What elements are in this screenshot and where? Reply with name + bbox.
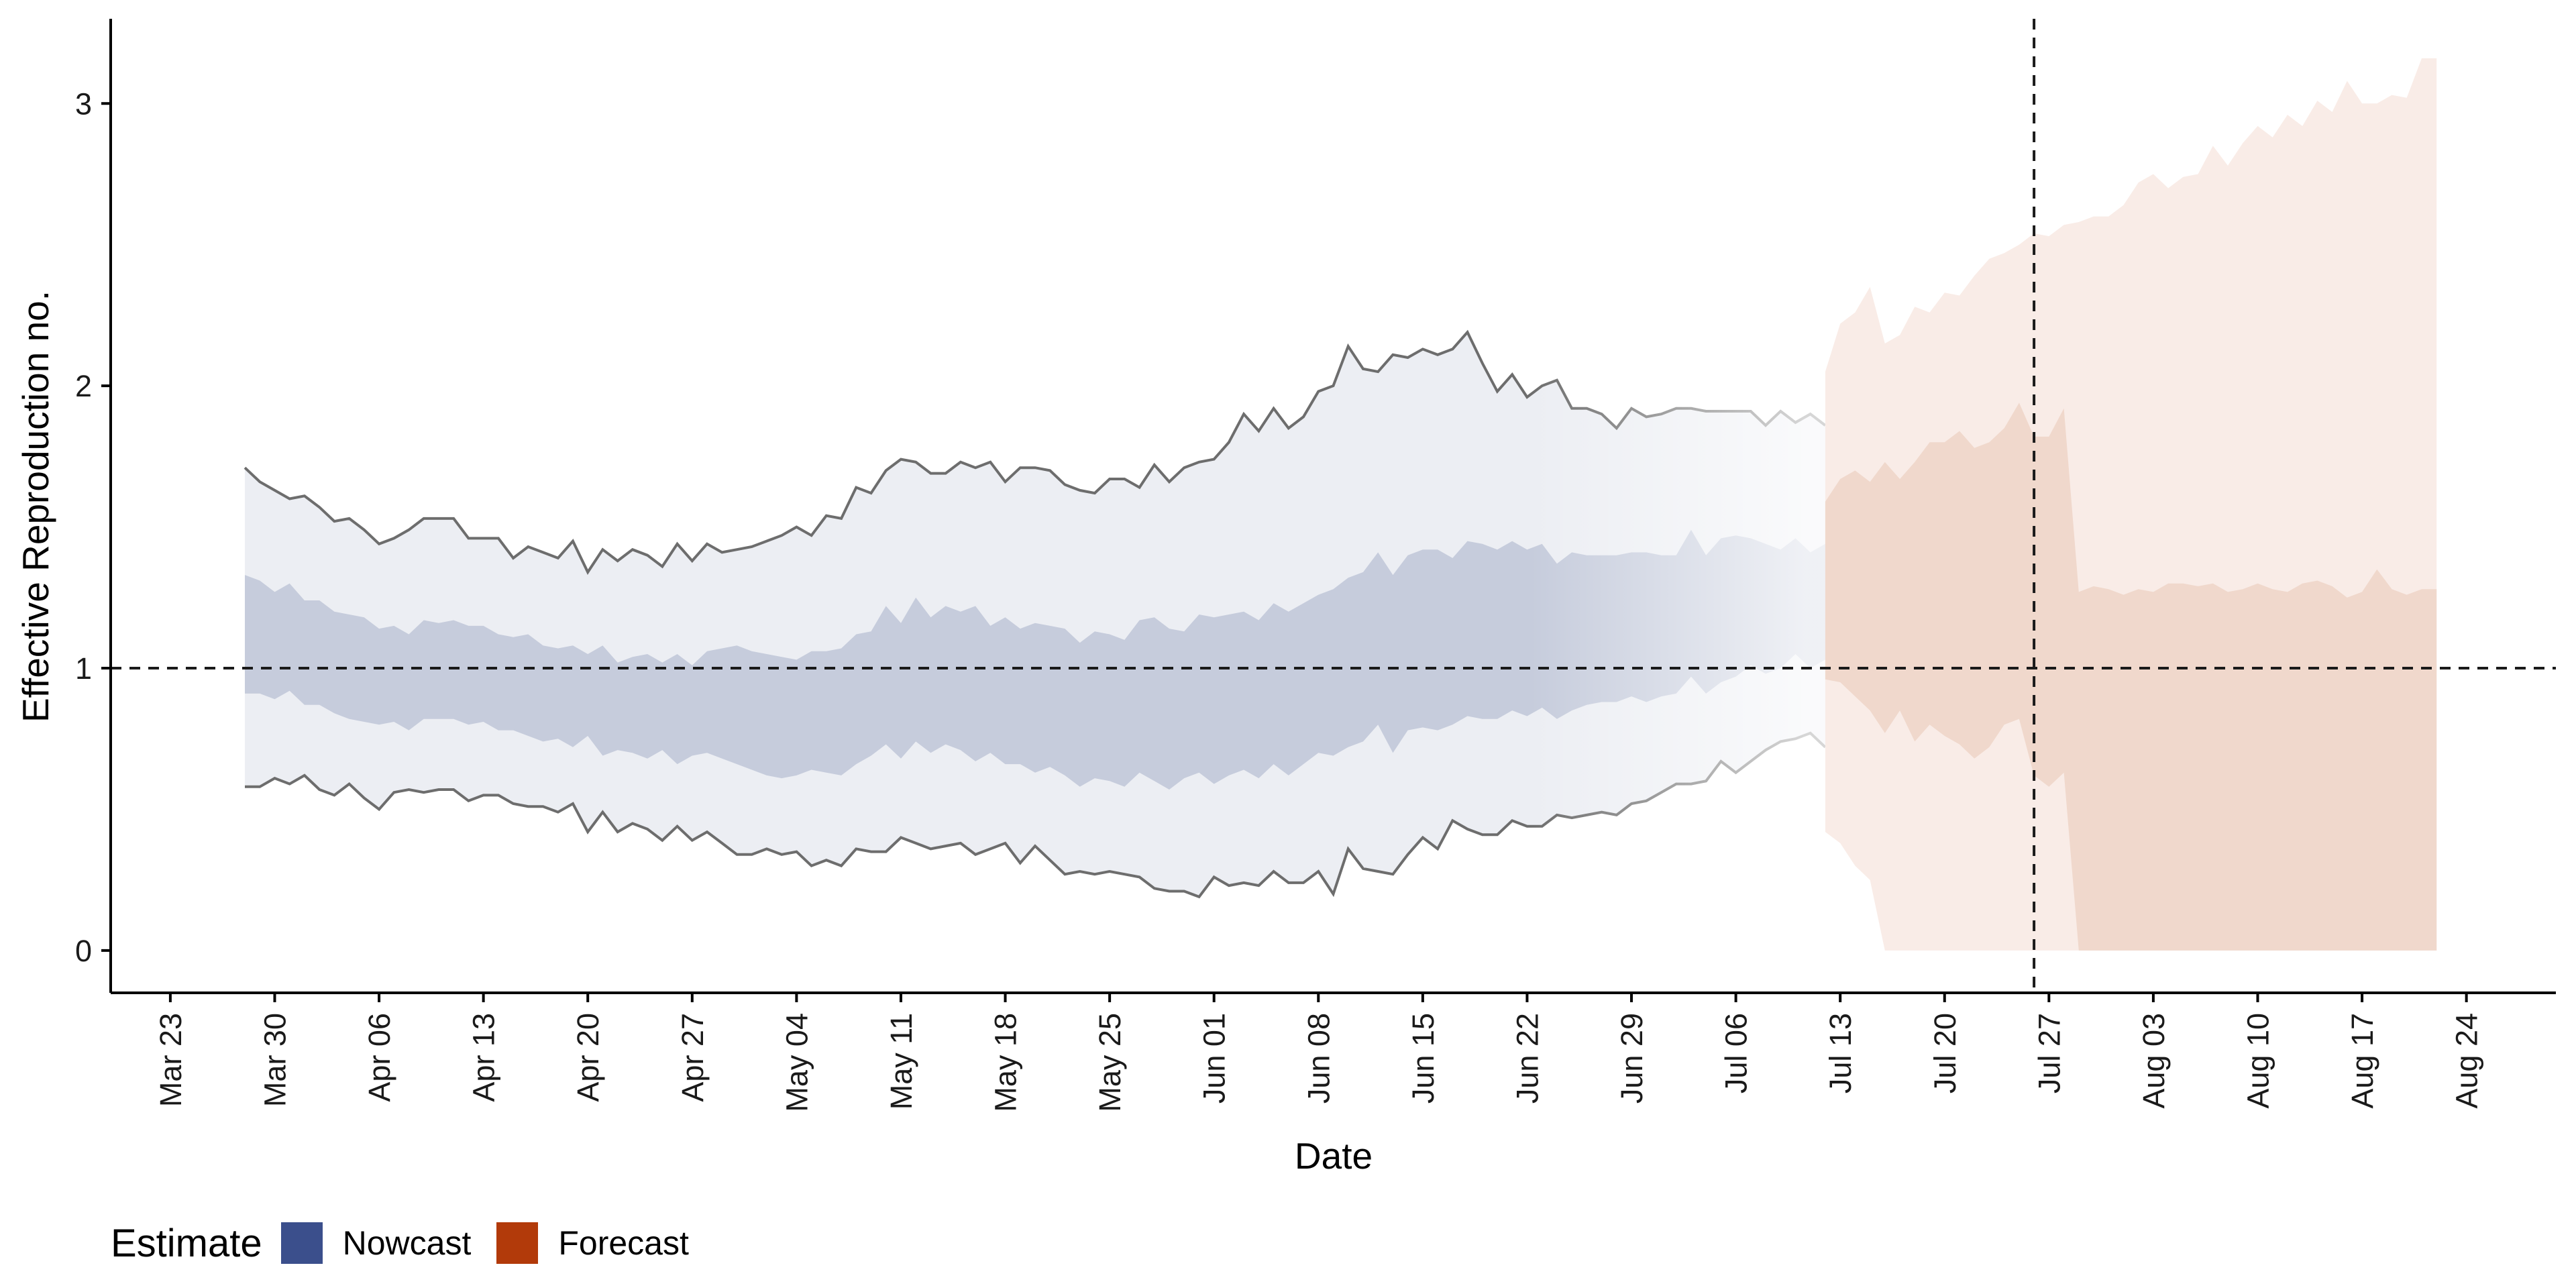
- plot-area: [244, 19, 2437, 993]
- x-tick-label: Aug 03: [2137, 1013, 2171, 1109]
- x-tick-label: Jul 20: [1928, 1013, 1962, 1093]
- y-tick-label: 2: [75, 369, 92, 403]
- x-tick-label: Apr 06: [362, 1013, 396, 1102]
- legend-key-nowcast: [280, 1222, 323, 1264]
- x-tick-label: Jun 01: [1197, 1013, 1232, 1104]
- x-tick-label: Apr 20: [571, 1013, 605, 1102]
- x-tick-label: Jun 15: [1406, 1013, 1440, 1104]
- x-tick-label: Aug 24: [2450, 1013, 2484, 1109]
- y-tick-label: 1: [75, 651, 92, 686]
- x-tick-label: Jun 08: [1301, 1013, 1336, 1104]
- legend-label-forecast: Forecast: [558, 1224, 689, 1262]
- y-tick-label: 3: [75, 87, 92, 121]
- x-tick-label: Jul 06: [1719, 1013, 1754, 1093]
- reference-lines: [111, 19, 2556, 993]
- x-tick-label: Mar 30: [258, 1013, 292, 1107]
- axes: 0 1 2 3 Mar 23 Mar 30 Apr 06 Apr 13 Apr 20 Apr 27…: [75, 19, 2556, 1112]
- x-tick-label: May 25: [1093, 1013, 1127, 1112]
- x-tick-label: Jul 27: [2032, 1013, 2066, 1093]
- x-tick-label: Jun 29: [1615, 1013, 1649, 1104]
- legend-item-forecast: Forecast: [496, 1222, 689, 1264]
- x-tick-label: Jul 13: [1823, 1013, 1858, 1093]
- x-tick-label: Apr 27: [676, 1013, 710, 1102]
- legend-item-nowcast: Nowcast: [280, 1222, 472, 1264]
- y-tick-label: 0: [75, 934, 92, 968]
- forecast-inner-ribbon: [1825, 402, 2437, 951]
- x-tick-label: May 04: [780, 1013, 814, 1112]
- x-tick-label: May 18: [989, 1013, 1023, 1112]
- x-tick-label: Aug 17: [2345, 1013, 2379, 1109]
- x-tick-label: Apr 13: [467, 1013, 501, 1102]
- y-axis-title: Effective Reproduction no.: [15, 290, 56, 722]
- nowcast-fade-overlay: [1383, 19, 1858, 993]
- x-tick-label: Jun 22: [1510, 1013, 1544, 1104]
- x-axis-title: Date: [1295, 1135, 1373, 1177]
- legend: Estimate Nowcast Forecast: [111, 1220, 714, 1267]
- legend-label-nowcast: Nowcast: [342, 1224, 472, 1262]
- legend-title: Estimate: [111, 1221, 262, 1265]
- x-tick-label: May 11: [884, 1013, 918, 1110]
- x-tick-label: Aug 10: [2241, 1013, 2275, 1109]
- x-tick-label: Mar 23: [154, 1013, 188, 1107]
- legend-key-forecast: [496, 1222, 539, 1264]
